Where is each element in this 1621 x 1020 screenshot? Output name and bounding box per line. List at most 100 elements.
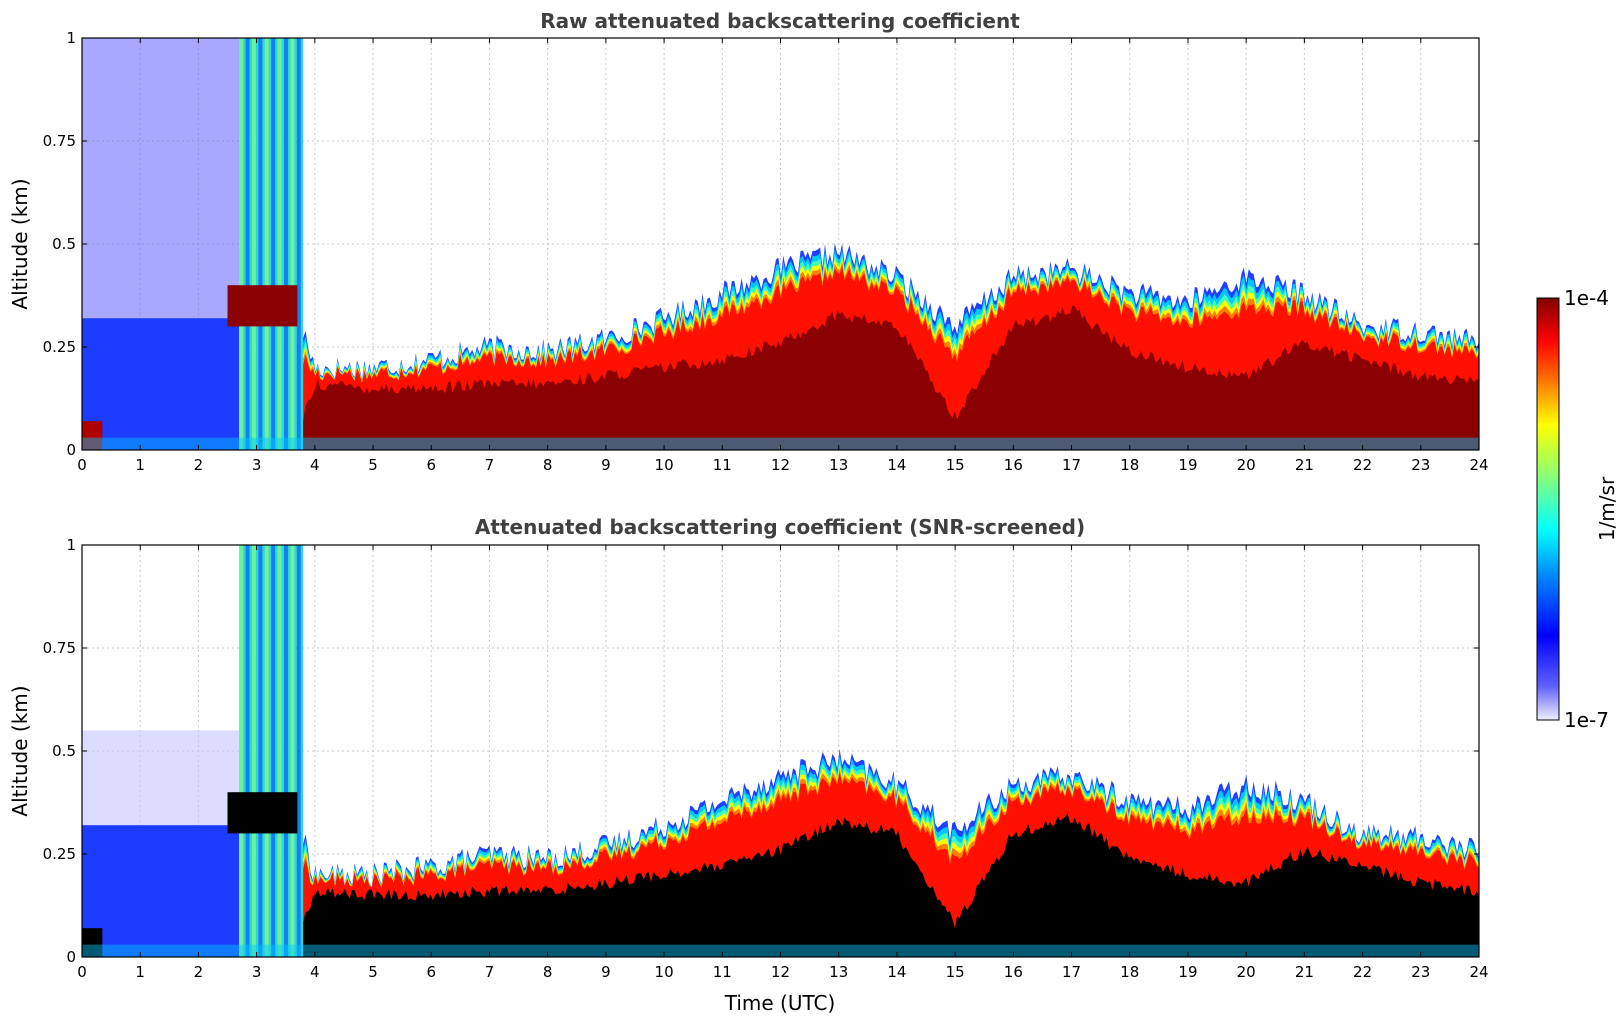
x-tick-label: 12 [771, 963, 790, 981]
screened-backscatter-panel: Attenuated backscattering coefficient (S… [8, 515, 1489, 1015]
x-tick-label: 5 [368, 963, 378, 981]
precip-streak [290, 545, 295, 957]
colorbar-gradient [1536, 297, 1560, 721]
y-axis-label: Altitude (km) [8, 685, 32, 816]
x-tick-label: 17 [1062, 456, 1081, 474]
noise-region [82, 730, 240, 826]
y-tick-label: 0.5 [52, 742, 76, 760]
precip-streak [290, 38, 295, 450]
x-tick-label: 10 [655, 456, 674, 474]
precip-streak [258, 38, 263, 450]
x-tick-label: 24 [1469, 963, 1488, 981]
low-cloud-region [82, 825, 240, 957]
precip-streak [296, 545, 301, 957]
y-tick-label: 1 [66, 29, 76, 47]
x-tick-label: 7 [485, 456, 495, 474]
x-tick-label: 12 [771, 456, 790, 474]
x-tick-label: 24 [1469, 456, 1488, 474]
x-tick-label: 4 [310, 963, 320, 981]
x-tick-label: 15 [946, 963, 965, 981]
y-tick-label: 0.75 [43, 132, 76, 150]
panel-title: Attenuated backscattering coefficient (S… [475, 515, 1085, 539]
precip-streak [251, 545, 256, 957]
y-tick-label: 1 [66, 536, 76, 554]
colorbar: 1e-4 1e-7 1/m/sr [1536, 286, 1619, 732]
x-tick-label: 19 [1178, 963, 1197, 981]
precip-streak [283, 545, 288, 957]
precip-streak [271, 38, 276, 450]
y-tick-label: 0.25 [43, 845, 76, 863]
precip-streak [245, 38, 250, 450]
x-tick-label: 3 [252, 456, 262, 474]
x-tick-label: 11 [713, 963, 732, 981]
colorbar-min-label: 1e-7 [1564, 708, 1609, 732]
saturated-core [303, 813, 1480, 957]
x-tick-label: 9 [601, 963, 611, 981]
x-tick-label: 15 [946, 456, 965, 474]
x-tick-label: 1 [135, 963, 145, 981]
precip-streak [245, 545, 250, 957]
low-cloud-region [82, 318, 240, 450]
y-tick-label: 0.75 [43, 639, 76, 657]
precip-streak [258, 545, 263, 957]
x-tick-label: 0 [77, 456, 87, 474]
x-tick-label: 16 [1004, 456, 1023, 474]
noise-region [82, 38, 240, 319]
x-tick-label: 4 [310, 456, 320, 474]
x-tick-label: 2 [194, 963, 204, 981]
x-tick-label: 21 [1295, 456, 1314, 474]
y-tick-label: 0.25 [43, 338, 76, 356]
surface-layer [82, 421, 103, 450]
precip-streak [264, 38, 269, 450]
x-tick-label: 22 [1353, 963, 1372, 981]
x-tick-label: 23 [1411, 456, 1430, 474]
colorbar-max-label: 1e-4 [1564, 286, 1609, 310]
x-tick-label: 22 [1353, 456, 1372, 474]
x-tick-label: 18 [1120, 963, 1139, 981]
y-axis-label: Altitude (km) [8, 178, 32, 309]
x-tick-label: 6 [426, 456, 436, 474]
panel-title: Raw attenuated backscattering coefficien… [540, 9, 1020, 33]
x-tick-label: 5 [368, 456, 378, 474]
y-tick-label: 0.5 [52, 235, 76, 253]
x-axis-label: Time (UTC) [724, 991, 836, 1015]
x-tick-label: 9 [601, 456, 611, 474]
precip-streak [277, 38, 282, 450]
x-tick-label: 11 [713, 456, 732, 474]
x-tick-label: 14 [887, 456, 906, 474]
x-tick-label: 13 [829, 963, 848, 981]
precip-streak [251, 38, 256, 450]
plot-frame [81, 544, 1480, 958]
precip-streak [283, 38, 288, 450]
precip-streak [239, 545, 244, 957]
x-tick-label: 18 [1120, 456, 1139, 474]
colorbar-unit-label: 1/m/sr [1595, 476, 1619, 541]
y-tick-label: 0 [66, 948, 76, 966]
plot-frame [81, 37, 1480, 451]
surface-layer [82, 928, 103, 957]
x-tick-label: 6 [426, 963, 436, 981]
x-tick-label: 1 [135, 456, 145, 474]
x-tick-label: 8 [543, 963, 553, 981]
x-tick-label: 21 [1295, 963, 1314, 981]
x-tick-label: 20 [1237, 456, 1256, 474]
precip-streak [264, 545, 269, 957]
x-tick-label: 2 [194, 456, 204, 474]
elevated-layer [227, 285, 298, 327]
x-tick-label: 20 [1237, 963, 1256, 981]
precip-streak [277, 545, 282, 957]
x-tick-label: 7 [485, 963, 495, 981]
precip-streak [271, 545, 276, 957]
x-tick-label: 19 [1178, 456, 1197, 474]
precip-streak [296, 38, 301, 450]
elevated-layer [227, 792, 298, 834]
x-tick-label: 23 [1411, 963, 1430, 981]
x-tick-label: 10 [655, 963, 674, 981]
x-tick-label: 16 [1004, 963, 1023, 981]
x-tick-label: 0 [77, 963, 87, 981]
x-tick-label: 14 [887, 963, 906, 981]
precip-streak [239, 38, 244, 450]
x-tick-label: 3 [252, 963, 262, 981]
raw-backscatter-panel: Raw attenuated backscattering coefficien… [8, 9, 1489, 474]
